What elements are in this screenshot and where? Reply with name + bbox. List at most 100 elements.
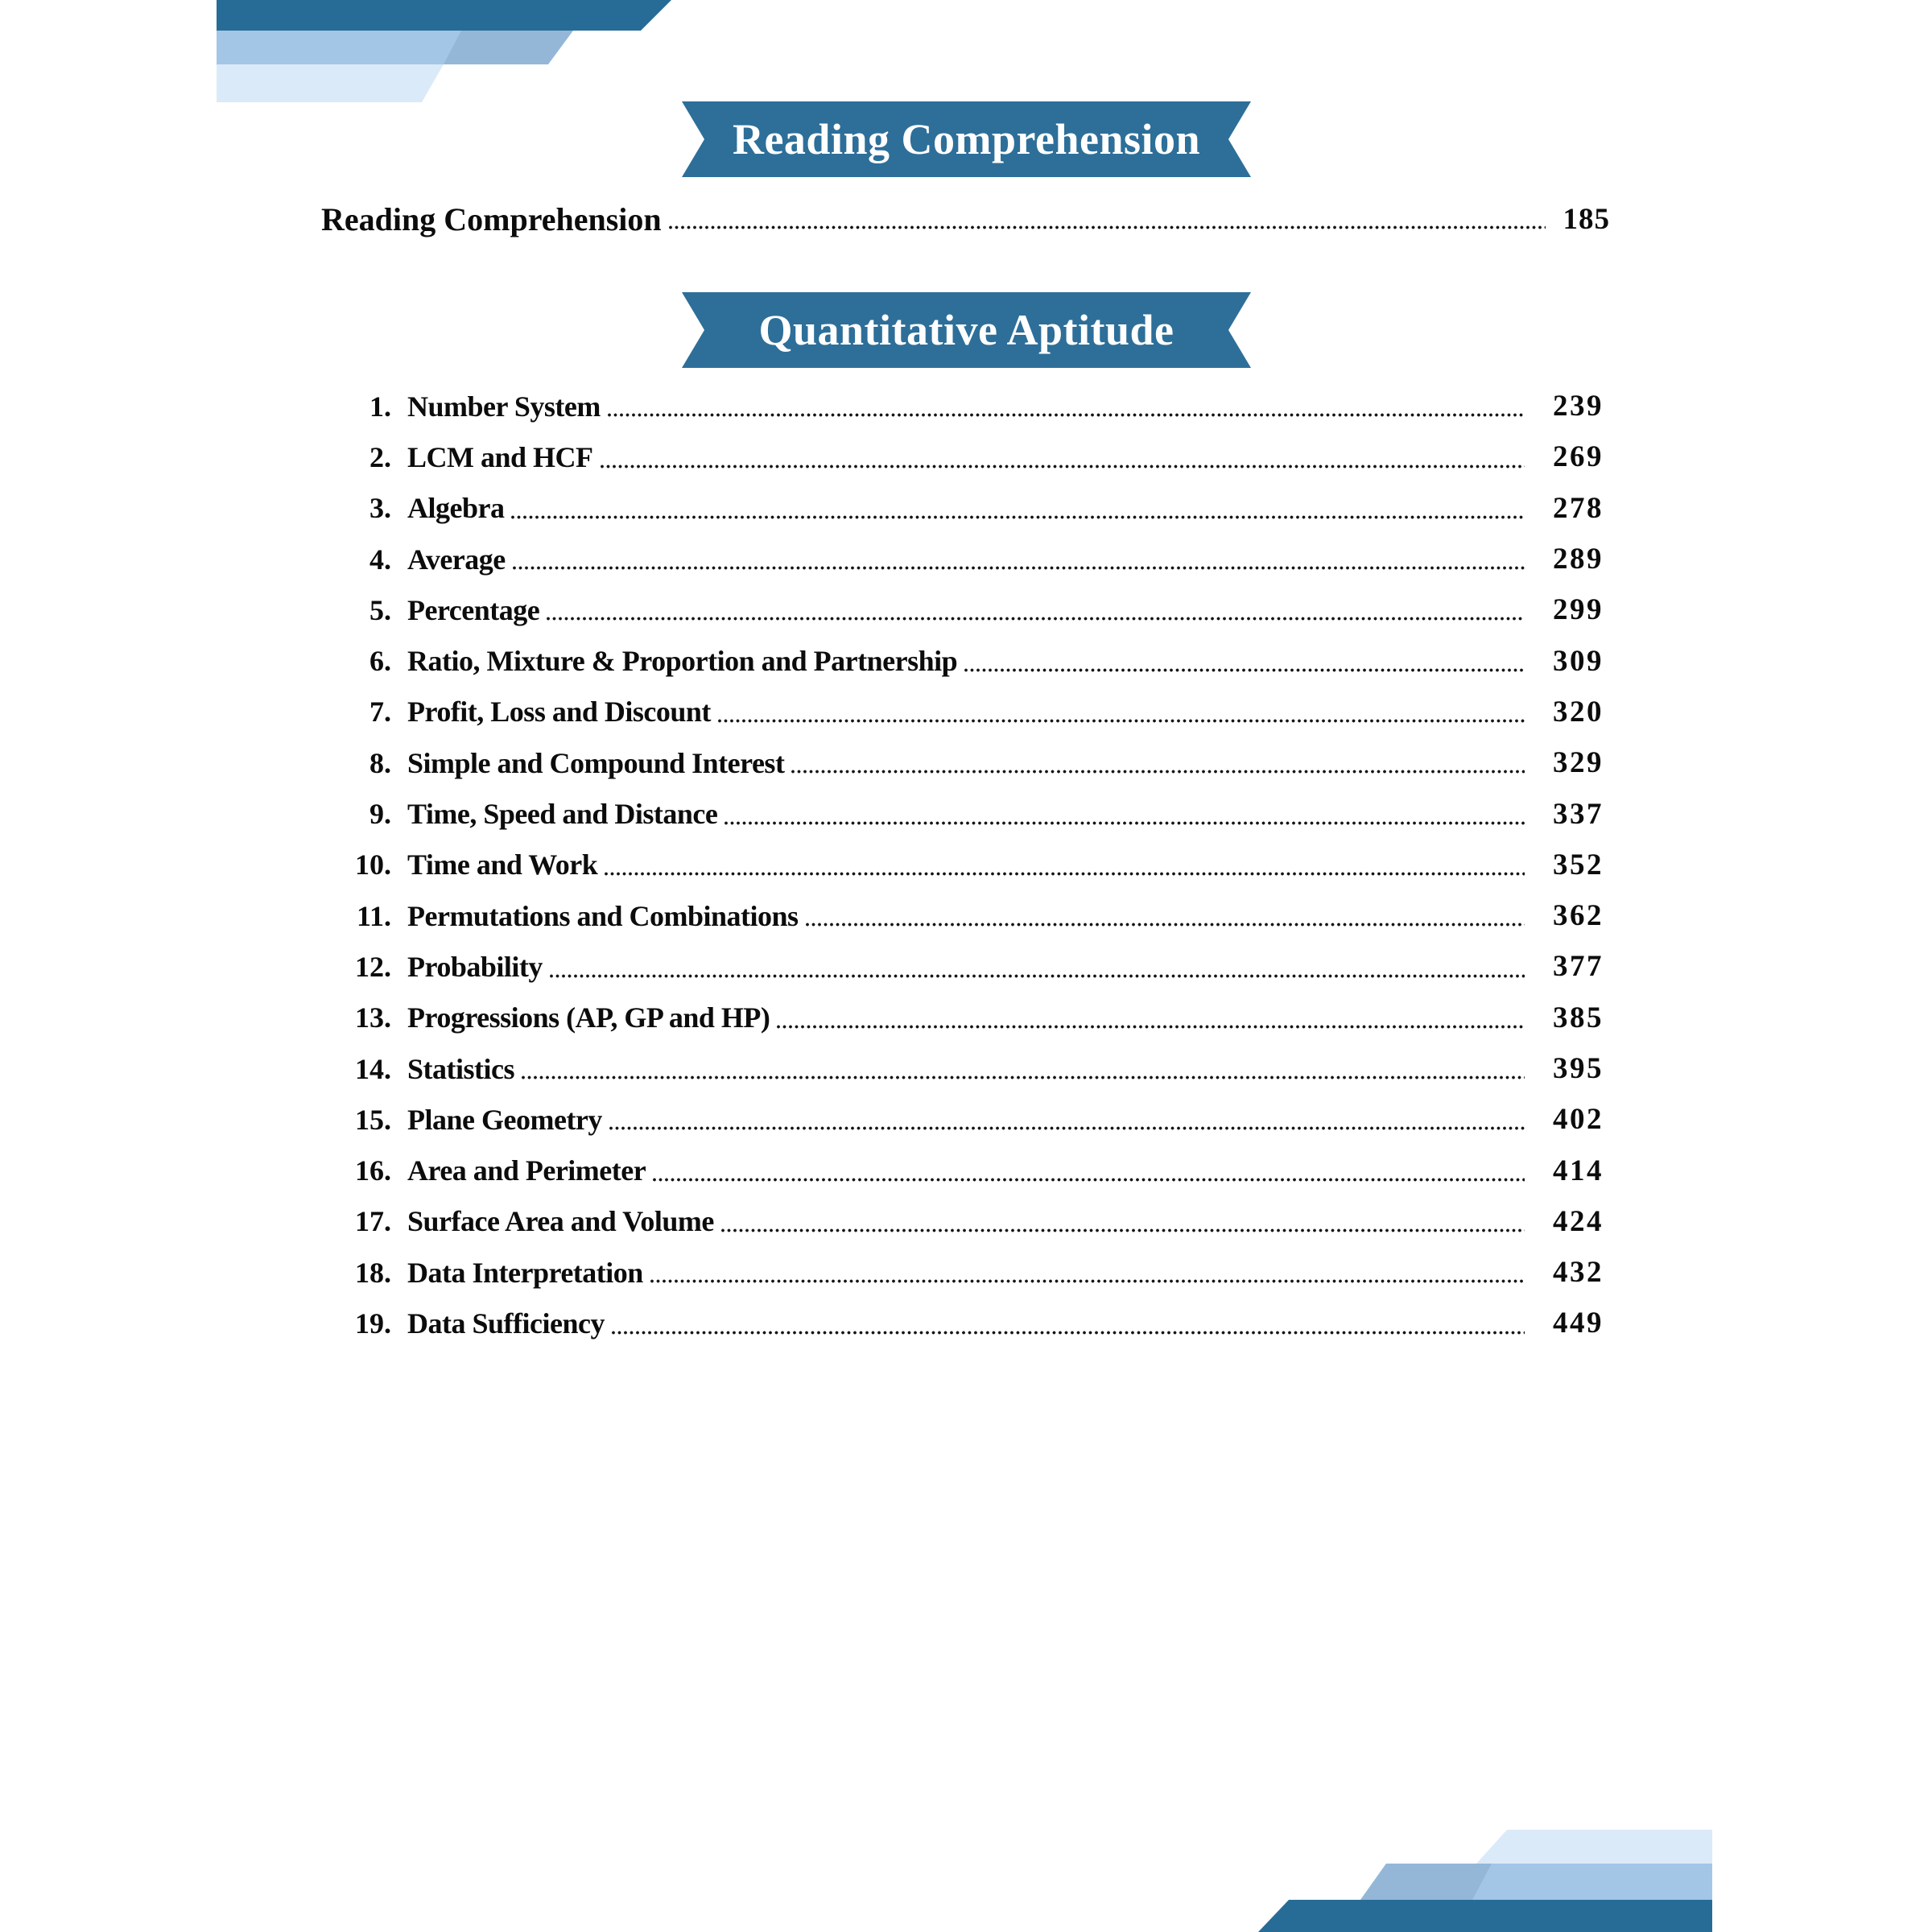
toc-entry-page-number: 185	[1563, 202, 1610, 236]
toc-row: 15. Plane Geometry 402	[338, 1094, 1604, 1145]
chapter-number: 2.	[369, 440, 391, 473]
dot-leader	[649, 1279, 1525, 1284]
dot-leader	[716, 719, 1525, 724]
chapter-number: 13.	[355, 1001, 391, 1034]
chapter-title: Average	[407, 543, 506, 576]
toc-row: 14. Statistics 395	[338, 1043, 1604, 1094]
toc-row: 3. Algebra 278	[338, 483, 1604, 534]
chapter-number: 15.	[355, 1103, 391, 1136]
page-number: 269	[1553, 440, 1604, 474]
dot-leader	[720, 1228, 1525, 1233]
page-number: 432	[1553, 1256, 1604, 1290]
page-number: 362	[1553, 899, 1604, 933]
dot-leader	[604, 871, 1525, 876]
page-number: 289	[1553, 543, 1604, 576]
chapter-number: 9.	[369, 798, 391, 831]
dot-leader	[599, 464, 1525, 469]
dot-leader	[608, 1126, 1525, 1131]
chapter-number: 16.	[355, 1154, 391, 1187]
toc-row: 11. Permutations and Combinations 362	[338, 890, 1604, 941]
toc-row: 18. Data Interpretation 432	[338, 1247, 1604, 1298]
page-number: 320	[1553, 695, 1604, 729]
chapter-title: Progressions (AP, GP and HP)	[407, 1001, 770, 1034]
top-corner-dark-band	[217, 0, 671, 31]
toc-row: 5. Percentage 299	[338, 584, 1604, 635]
dot-leader	[652, 1177, 1525, 1182]
chapter-number: 6.	[369, 645, 391, 678]
toc-row: 13. Progressions (AP, GP and HP) 385	[338, 993, 1604, 1043]
dot-leader	[606, 413, 1525, 418]
dot-leader	[546, 617, 1525, 621]
dot-leader	[548, 973, 1525, 978]
dot-leader	[791, 770, 1525, 774]
toc-row: 12. Probability 377	[338, 941, 1604, 992]
toc-entry-title: Reading Comprehension	[321, 200, 662, 237]
chapter-list: 1. Number System 239 2. LCM and HCF 269 …	[338, 381, 1604, 1349]
dot-leader	[667, 225, 1546, 229]
toc-row: 17. Surface Area and Volume 424	[338, 1196, 1604, 1247]
dot-leader	[511, 566, 1525, 571]
toc-row: 7. Profit, Loss and Discount 320	[338, 687, 1604, 737]
chapter-number: 4.	[369, 543, 391, 576]
chapter-title: Statistics	[407, 1052, 515, 1085]
chapter-number: 1.	[369, 390, 391, 423]
page-number: 278	[1553, 491, 1604, 525]
page-number: 449	[1553, 1307, 1604, 1340]
chapter-number: 7.	[369, 696, 391, 729]
top-corner-pale-band	[217, 64, 444, 102]
bottom-corner-dark-band	[1258, 1900, 1712, 1932]
section-banner-label: Reading Comprehension	[732, 115, 1201, 163]
chapter-title: Data Sufficiency	[407, 1307, 605, 1340]
chapter-number: 17.	[355, 1205, 391, 1238]
section-banner-reading-comprehension: Reading Comprehension	[682, 101, 1251, 177]
chapter-title: LCM and HCF	[407, 440, 593, 473]
bottom-corner-medium-dark-band	[1360, 1864, 1492, 1900]
chapter-number: 14.	[355, 1052, 391, 1085]
chapter-number: 11.	[356, 899, 391, 932]
top-corner-medium-light-band	[217, 31, 461, 64]
dot-leader	[510, 514, 1525, 519]
page-number: 309	[1553, 644, 1604, 678]
chapter-title: Area and Perimeter	[407, 1154, 646, 1187]
page-number: 239	[1553, 390, 1604, 423]
toc-row: 2. LCM and HCF 269	[338, 431, 1604, 482]
chapter-title: Time and Work	[407, 848, 598, 881]
toc-row: 1. Number System 239	[338, 381, 1604, 431]
toc-row: 16. Area and Perimeter 414	[338, 1145, 1604, 1195]
chapter-title: Percentage	[407, 593, 540, 626]
page-number: 299	[1553, 593, 1604, 627]
section-banner-quantitative-aptitude: Quantitative Aptitude	[682, 292, 1251, 368]
chapter-number: 5.	[369, 593, 391, 626]
toc-row: 8. Simple and Compound Interest 329	[338, 737, 1604, 788]
chapter-number: 18.	[355, 1256, 391, 1289]
page-number: 414	[1553, 1154, 1604, 1187]
chapter-title: Simple and Compound Interest	[407, 746, 785, 779]
chapter-number: 3.	[369, 492, 391, 525]
page-number: 424	[1553, 1204, 1604, 1238]
chapter-number: 12.	[355, 950, 391, 983]
page-number: 352	[1553, 848, 1604, 881]
toc-row: 10. Time and Work 352	[338, 840, 1604, 890]
chapter-title: Ratio, Mixture & Proportion and Partners…	[407, 645, 958, 678]
page-number: 395	[1553, 1052, 1604, 1085]
chapter-title: Permutations and Combinations	[407, 899, 799, 932]
toc-row: 6. Ratio, Mixture & Proportion and Partn…	[338, 635, 1604, 686]
page-number: 377	[1553, 950, 1604, 984]
chapter-title: Surface Area and Volume	[407, 1205, 714, 1238]
page-number: 337	[1553, 797, 1604, 831]
dot-leader	[776, 1024, 1525, 1029]
toc-entry-reading-comprehension: Reading Comprehension 185	[321, 193, 1610, 245]
chapter-title: Plane Geometry	[407, 1103, 602, 1136]
chapter-number: 10.	[355, 848, 391, 881]
dot-leader	[724, 820, 1525, 825]
bottom-corner-pale-band	[1476, 1830, 1712, 1864]
chapter-number: 19.	[355, 1307, 391, 1340]
dot-leader	[964, 667, 1525, 672]
page-number: 329	[1553, 746, 1604, 780]
page-number: 385	[1553, 1001, 1604, 1034]
toc-row: 9. Time, Speed and Distance 337	[338, 788, 1604, 839]
dot-leader	[610, 1330, 1525, 1335]
section-banner-label: Quantitative Aptitude	[758, 306, 1174, 354]
chapter-title: Algebra	[407, 492, 505, 525]
